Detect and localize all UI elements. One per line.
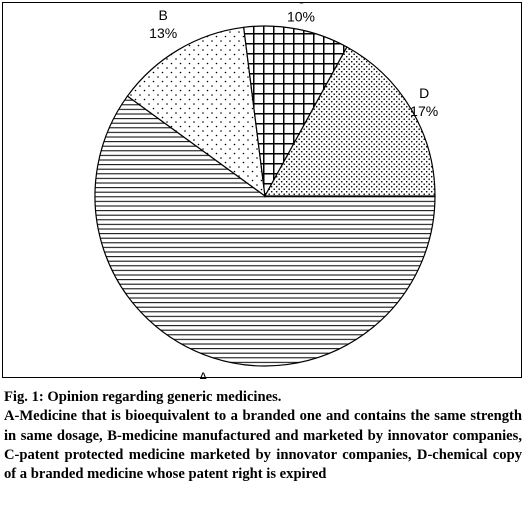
pie-slices	[94, 25, 436, 367]
pie-slice-b	[126, 26, 266, 198]
slice-value-b: 13%	[149, 25, 177, 41]
slice-value-d: 17%	[410, 103, 438, 119]
chart-frame: A60%B13%C10%D17%	[2, 2, 522, 379]
slice-label-b: B	[159, 7, 168, 23]
slice-label-d: D	[419, 85, 429, 101]
slice-label-c: C	[296, 3, 306, 6]
pie-slice-c	[243, 25, 348, 198]
slice-label-a: A	[199, 369, 209, 379]
pie-chart: A60%B13%C10%D17%	[94, 3, 438, 379]
pie-labels: A60%B13%C10%D17%	[149, 3, 438, 379]
figure-caption: Fig. 1: Opinion regarding generic medici…	[4, 388, 522, 484]
slice-value-c: 10%	[287, 8, 315, 24]
caption-title: Fig. 1: Opinion regarding generic medici…	[4, 389, 282, 405]
caption-body: A-Medicine that is bioequivalent to a br…	[4, 408, 522, 483]
pie-slice-d	[263, 46, 436, 197]
pie-slice-a	[94, 95, 436, 367]
